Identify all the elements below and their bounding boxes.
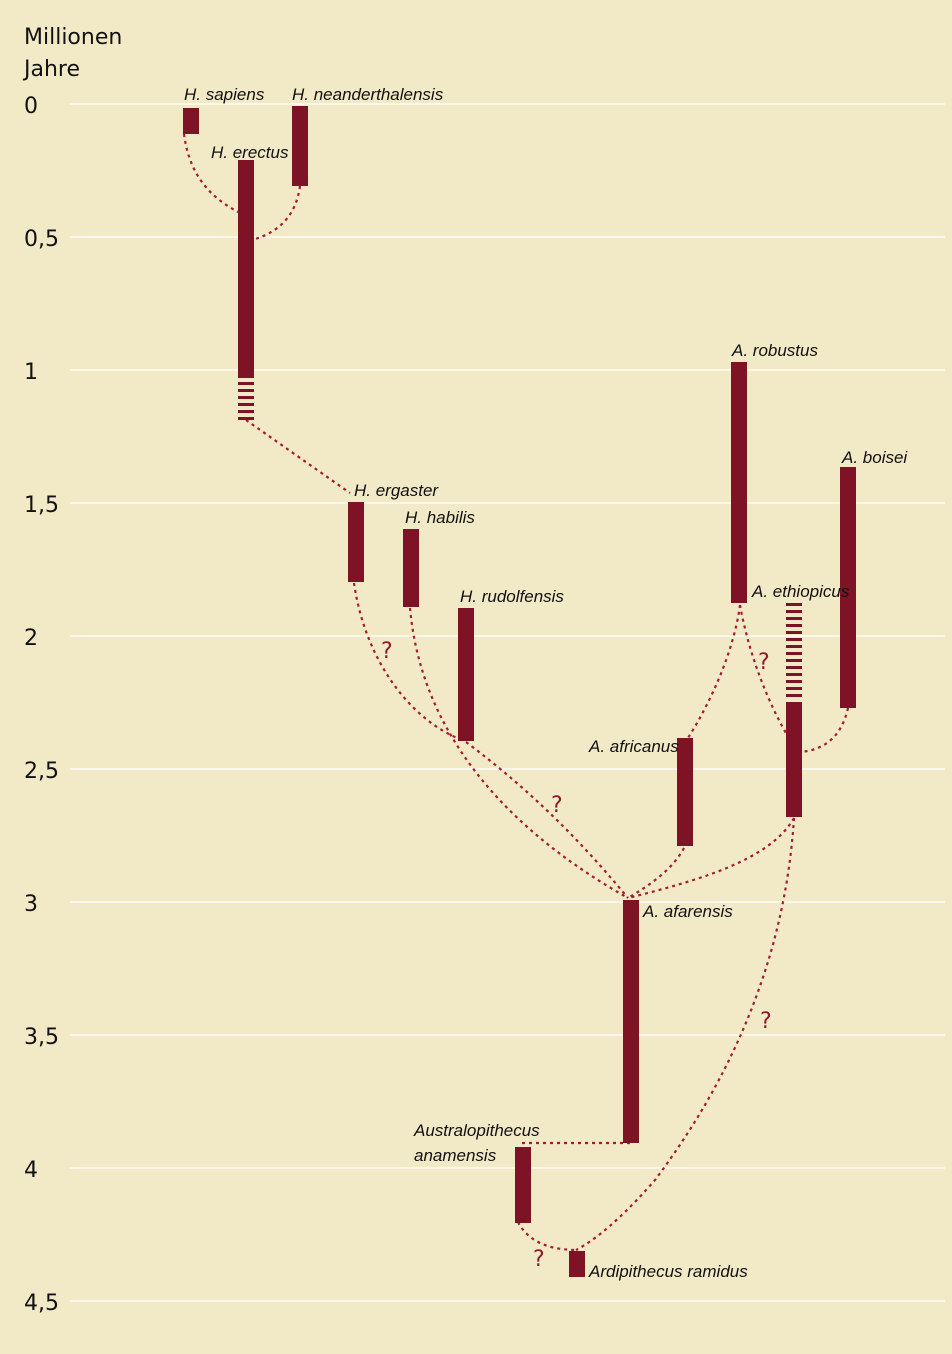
- link-rudolfensis-afarensis: [465, 741, 629, 899]
- link-sapiens-erectus: [182, 133, 241, 214]
- bar-sapiens: [183, 108, 199, 134]
- label-robustus: A. robustus: [731, 341, 818, 360]
- tick-label: 3,5: [24, 1025, 59, 1050]
- question-mark: ?: [760, 1009, 772, 1034]
- bar-robustus: [731, 362, 747, 603]
- species-labels: H. sapiens H. neanderthalensis H. erectu…: [184, 85, 908, 1281]
- bar-ramidus: [569, 1251, 585, 1277]
- tick-label: 0: [24, 94, 38, 119]
- bar-habilis: [403, 529, 419, 607]
- bar-anamensis: [515, 1147, 531, 1223]
- label-habilis: H. habilis: [405, 508, 475, 527]
- tick-label: 1: [24, 360, 38, 385]
- label-ergaster: H. ergaster: [354, 481, 439, 500]
- link-ergaster-rudolfensis: [352, 582, 463, 742]
- question-mark: ?: [533, 1247, 545, 1272]
- axis-title-line2: Jahre: [22, 57, 80, 82]
- bar-ethiopicus: [786, 702, 802, 817]
- tick-label: 0,5: [24, 227, 59, 252]
- label-neanderthalensis: H. neanderthalensis: [292, 85, 444, 104]
- tick-label: 4: [24, 1158, 38, 1183]
- link-robustus-africanus: [687, 604, 742, 739]
- link-neanderthalensis-erectus: [251, 185, 302, 242]
- label-afarensis: A. afarensis: [642, 902, 733, 921]
- label-sapiens: H. sapiens: [184, 85, 265, 104]
- link-anamensis-ramidus: [517, 1221, 579, 1252]
- label-erectus: H. erectus: [211, 143, 289, 162]
- bar-ergaster: [348, 502, 364, 582]
- question-mark: ?: [758, 650, 770, 675]
- bar-erectus-uncertain: [238, 382, 254, 420]
- label-ethiopicus: A. ethiopicus: [751, 582, 850, 601]
- link-africanus-afarensis: [627, 847, 685, 899]
- tick-label: 3: [24, 892, 38, 917]
- label-rudolfensis: H. rudolfensis: [460, 587, 564, 606]
- relationship-links: [182, 133, 850, 1252]
- axis-ticks: 0 0,5 1 1,5 2 2,5 3 3,5 4 4,5: [24, 94, 59, 1316]
- bar-neanderthalensis: [292, 106, 308, 186]
- species-bars: [183, 106, 856, 1277]
- tick-label: 2,5: [24, 759, 59, 784]
- link-boisei-ethiopicus: [799, 707, 850, 754]
- link-ethiopicus-afarensis: [627, 817, 795, 900]
- question-mark: ?: [551, 793, 563, 818]
- tick-label: 4,5: [24, 1291, 59, 1316]
- label-africanus: A. africanus: [588, 737, 679, 756]
- link-erectus-ergaster: [245, 419, 351, 494]
- bar-ethiopicus-uncertain: [786, 603, 802, 697]
- bar-erectus: [238, 160, 254, 378]
- question-mark: ?: [381, 639, 393, 664]
- bar-afarensis: [623, 900, 639, 1143]
- bar-rudolfensis: [458, 608, 474, 741]
- label-anamensis-line2: anamensis: [414, 1146, 497, 1165]
- label-boisei: A. boisei: [841, 448, 908, 467]
- gridlines: [70, 103, 945, 1302]
- link-ethiopicus-ramidus: [575, 817, 796, 1251]
- tick-label: 2: [24, 626, 38, 651]
- link-robustus-ethiopicus: [738, 604, 791, 741]
- tick-label: 1,5: [24, 493, 59, 518]
- bar-boisei: [840, 467, 856, 708]
- link-habilis-afarensis: [408, 607, 629, 899]
- label-anamensis-line1: Australopithecus: [413, 1121, 540, 1140]
- bar-africanus: [677, 738, 693, 846]
- label-ramidus: Ardipithecus ramidus: [588, 1262, 748, 1281]
- axis-title-line1: Millionen: [24, 25, 122, 50]
- question-marks: ? ? ? ? ?: [381, 639, 772, 1272]
